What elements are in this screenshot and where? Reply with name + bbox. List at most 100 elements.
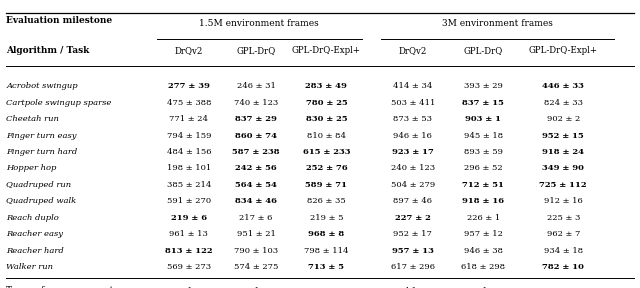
- Text: GPL-DrQ: GPL-DrQ: [236, 46, 276, 55]
- Text: 414 ± 34: 414 ± 34: [393, 82, 433, 90]
- Text: Quadruped run: Quadruped run: [6, 181, 72, 189]
- Text: 813 ± 122: 813 ± 122: [165, 247, 212, 255]
- Text: Algorithm / Task: Algorithm / Task: [6, 46, 90, 55]
- Text: 246 ± 31: 246 ± 31: [237, 82, 275, 90]
- Text: 952 ± 17: 952 ± 17: [394, 230, 432, 238]
- Text: 504 ± 279: 504 ± 279: [390, 181, 435, 189]
- Text: GPL-DrQ: GPL-DrQ: [463, 46, 503, 55]
- Text: Quadruped walk: Quadruped walk: [6, 197, 77, 205]
- Text: 918 ± 24: 918 ± 24: [542, 148, 584, 156]
- Text: 725 ± 112: 725 ± 112: [540, 181, 587, 189]
- Text: 587 ± 238: 587 ± 238: [232, 148, 280, 156]
- Text: Acrobot swingup: Acrobot swingup: [6, 82, 78, 90]
- Text: Finger turn easy: Finger turn easy: [6, 132, 77, 140]
- Text: 860 ± 74: 860 ± 74: [235, 132, 277, 140]
- Text: 897 ± 46: 897 ± 46: [394, 197, 432, 205]
- Text: 923 ± 17: 923 ± 17: [392, 148, 434, 156]
- Text: 283 ± 49: 283 ± 49: [305, 82, 348, 90]
- Text: 219 ± 5: 219 ± 5: [310, 214, 343, 222]
- Text: 794 ± 159: 794 ± 159: [166, 132, 211, 140]
- Text: 782 ± 10: 782 ± 10: [542, 263, 584, 271]
- Text: 569 ± 273: 569 ± 273: [167, 263, 211, 271]
- Text: 591 ± 270: 591 ± 270: [167, 197, 211, 205]
- Text: 589 ± 71: 589 ± 71: [305, 181, 348, 189]
- Text: 780 ± 25: 780 ± 25: [305, 99, 348, 107]
- Text: DrQv2: DrQv2: [175, 46, 203, 55]
- Text: 615 ± 233: 615 ± 233: [303, 148, 350, 156]
- Text: 564 ± 54: 564 ± 54: [235, 181, 277, 189]
- Text: 903 ± 1: 903 ± 1: [465, 115, 501, 123]
- Text: 446 ± 33: 446 ± 33: [542, 82, 584, 90]
- Text: 11/12: 11/12: [313, 287, 340, 288]
- Text: 968 ± 8: 968 ± 8: [308, 230, 344, 238]
- Text: 873 ± 53: 873 ± 53: [394, 115, 432, 123]
- Text: 837 ± 29: 837 ± 29: [235, 115, 277, 123]
- Text: Reach duplo: Reach duplo: [6, 214, 59, 222]
- Text: 198 ± 101: 198 ± 101: [166, 164, 211, 173]
- Text: 574 ± 275: 574 ± 275: [234, 263, 278, 271]
- Text: 475 ± 388: 475 ± 388: [166, 99, 211, 107]
- Text: 837 ± 15: 837 ± 15: [462, 99, 504, 107]
- Text: 962 ± 7: 962 ± 7: [547, 230, 580, 238]
- Text: 902 ± 2: 902 ± 2: [547, 115, 580, 123]
- Text: 349 ± 90: 349 ± 90: [542, 164, 584, 173]
- Text: 217 ± 6: 217 ± 6: [239, 214, 273, 222]
- Text: 1.5M environment frames: 1.5M environment frames: [199, 18, 319, 28]
- Text: 7/12: 7/12: [474, 287, 493, 288]
- Text: GPL-DrQ-Expl+: GPL-DrQ-Expl+: [292, 46, 361, 55]
- Text: 385 ± 214: 385 ± 214: [166, 181, 211, 189]
- Text: 393 ± 29: 393 ± 29: [464, 82, 502, 90]
- Text: 934 ± 18: 934 ± 18: [543, 247, 583, 255]
- Text: 252 ± 76: 252 ± 76: [305, 164, 348, 173]
- Text: 951 ± 21: 951 ± 21: [237, 230, 275, 238]
- Text: 912 ± 16: 912 ± 16: [544, 197, 582, 205]
- Text: 826 ± 35: 826 ± 35: [307, 197, 346, 205]
- Text: 277 ± 39: 277 ± 39: [168, 82, 210, 90]
- Text: Finger turn hard: Finger turn hard: [6, 148, 77, 156]
- Text: GPL-DrQ-Expl+: GPL-DrQ-Expl+: [529, 46, 598, 55]
- Text: 503 ± 411: 503 ± 411: [390, 99, 435, 107]
- Text: 790 ± 103: 790 ± 103: [234, 247, 278, 255]
- Text: Top performance count: Top performance count: [6, 286, 114, 288]
- Text: 225 ± 3: 225 ± 3: [547, 214, 580, 222]
- Text: 8/12: 8/12: [246, 287, 266, 288]
- Text: 834 ± 46: 834 ± 46: [235, 197, 277, 205]
- Text: 961 ± 13: 961 ± 13: [170, 230, 208, 238]
- Text: 713 ± 5: 713 ± 5: [308, 263, 344, 271]
- Text: 824 ± 33: 824 ± 33: [544, 99, 582, 107]
- Text: 617 ± 296: 617 ± 296: [391, 263, 435, 271]
- Text: 712 ± 51: 712 ± 51: [462, 181, 504, 189]
- Text: Cartpole swingup sparse: Cartpole swingup sparse: [6, 99, 112, 107]
- Text: 740 ± 123: 740 ± 123: [234, 99, 278, 107]
- Text: 810 ± 84: 810 ± 84: [307, 132, 346, 140]
- Text: Hopper hop: Hopper hop: [6, 164, 57, 173]
- Text: 946 ± 38: 946 ± 38: [464, 247, 502, 255]
- Text: 830 ± 25: 830 ± 25: [305, 115, 348, 123]
- Text: 945 ± 18: 945 ± 18: [463, 132, 503, 140]
- Text: 240 ± 123: 240 ± 123: [391, 164, 435, 173]
- Text: 893 ± 59: 893 ± 59: [464, 148, 502, 156]
- Text: 484 ± 156: 484 ± 156: [166, 148, 211, 156]
- Text: 226 ± 1: 226 ± 1: [467, 214, 500, 222]
- Text: Evaluation milestone: Evaluation milestone: [6, 16, 113, 25]
- Text: 227 ± 2: 227 ± 2: [395, 214, 431, 222]
- Text: 4/12: 4/12: [403, 287, 422, 288]
- Text: Walker run: Walker run: [6, 263, 53, 271]
- Text: 771 ± 24: 771 ± 24: [170, 115, 208, 123]
- Text: 957 ± 12: 957 ± 12: [464, 230, 502, 238]
- Text: 10/12: 10/12: [550, 287, 577, 288]
- Text: 946 ± 16: 946 ± 16: [394, 132, 432, 140]
- Text: 296 ± 52: 296 ± 52: [464, 164, 502, 173]
- Text: 798 ± 114: 798 ± 114: [304, 247, 349, 255]
- Text: 3/12: 3/12: [179, 287, 198, 288]
- Text: Reacher hard: Reacher hard: [6, 247, 64, 255]
- Text: 618 ± 298: 618 ± 298: [461, 263, 505, 271]
- Text: 3M environment frames: 3M environment frames: [442, 18, 553, 28]
- Text: Reacher easy: Reacher easy: [6, 230, 63, 238]
- Text: 242 ± 56: 242 ± 56: [235, 164, 277, 173]
- Text: Cheetah run: Cheetah run: [6, 115, 60, 123]
- Text: 219 ± 6: 219 ± 6: [171, 214, 207, 222]
- Text: 957 ± 13: 957 ± 13: [392, 247, 434, 255]
- Text: DrQv2: DrQv2: [399, 46, 427, 55]
- Text: 952 ± 15: 952 ± 15: [542, 132, 584, 140]
